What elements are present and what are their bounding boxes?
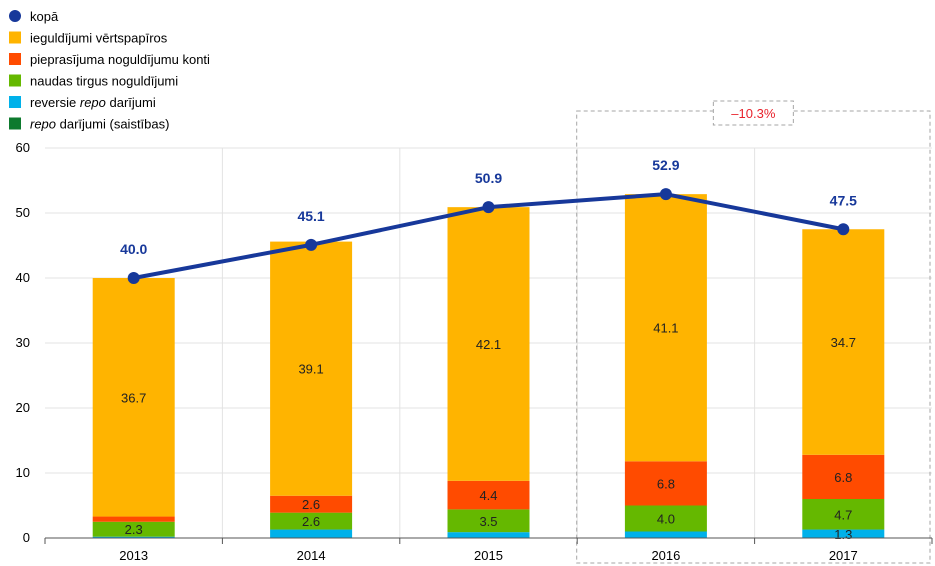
bar-segment (270, 529, 353, 538)
bar-segment (270, 495, 353, 513)
total-point (837, 223, 850, 236)
bar-segment (447, 532, 530, 538)
bar-segment (447, 480, 530, 510)
axes: 0 10 20 30 40 50 60 2013 2014 2015 2016 2017 (16, 140, 933, 563)
bar-segment (92, 516, 175, 522)
bar-segment (92, 521, 175, 537)
y-tick-label: 0 (23, 530, 30, 545)
segment-value-label: 1.3 (834, 527, 852, 542)
callout-label-box (712, 100, 794, 126)
total-value-label: 45.1 (297, 208, 324, 224)
segment-value-label: 6.8 (657, 476, 675, 491)
segment-value-label: 41.1 (653, 321, 678, 336)
bar-segment (802, 229, 885, 455)
legend-marker (9, 10, 21, 22)
segment-value-label: 42.1 (476, 337, 501, 352)
y-tick-label: 60 (16, 140, 30, 155)
segment-value-label: 4.7 (834, 507, 852, 522)
legend-marker (9, 96, 21, 108)
total-point (482, 201, 495, 214)
x-tick-label: 2013 (119, 548, 148, 563)
callout-box: –10.3% (576, 100, 931, 564)
bar-segment (92, 536, 175, 538)
legend-label: naudas tirgus noguldījumi (30, 74, 178, 89)
legend-label: repo darījumi (saistības) (30, 117, 169, 132)
y-tick-label: 50 (16, 205, 30, 220)
total-point (305, 238, 318, 251)
bar-segment (270, 512, 353, 530)
legend-label: pieprasījuma noguldījumu konti (30, 52, 210, 67)
segment-value-label: 4.0 (657, 512, 675, 527)
total-point (659, 188, 672, 201)
y-tick-label: 20 (16, 400, 30, 415)
bar-segment (447, 207, 530, 481)
bar-segment (802, 529, 885, 538)
legend-marker (9, 53, 21, 65)
x-tick-label: 2015 (474, 548, 503, 563)
segment-value-label: 4.4 (479, 488, 497, 503)
y-tick-label: 30 (16, 335, 30, 350)
bar-segment (270, 241, 353, 496)
segment-value-label: 3.5 (479, 514, 497, 529)
segment-value-label: 2.6 (302, 514, 320, 529)
segment-value-label: 34.7 (831, 335, 856, 350)
segment-value-label: 2.6 (302, 497, 320, 512)
legend-marker (9, 117, 21, 130)
legend-label: kopā (30, 9, 59, 24)
callout-text: –10.3% (731, 106, 776, 121)
y-tick-label: 10 (16, 465, 30, 480)
total-value-label: 40.0 (120, 241, 147, 257)
total-value-label: 47.5 (830, 192, 857, 208)
total-value-label: 52.9 (652, 157, 679, 173)
bar-segment (624, 461, 707, 506)
bar-segment (802, 499, 885, 530)
total-line: 40.0 45.1 50.9 52.9 47.5 (120, 157, 857, 284)
legend-label: ieguldījumi vērtspapīros (30, 31, 168, 46)
legend-marker (9, 74, 21, 87)
segment-value-label: 6.8 (834, 470, 852, 485)
bar-segment (624, 505, 707, 532)
segment-value-label: 36.7 (121, 390, 146, 405)
legend-marker (9, 31, 21, 44)
bar-segment (447, 509, 530, 533)
legend: kopā ieguldījumi vērtspapīros pieprasījuma… (9, 9, 210, 132)
x-tick-label: 2014 (297, 548, 326, 563)
bar-segment (624, 531, 707, 538)
segment-value-label: 2.3 (125, 522, 143, 537)
bar-segment (92, 278, 175, 517)
segment-value-label: 39.1 (298, 362, 323, 377)
segment-labels: 2.3 36.7 2.6 2.6 39.1 3.5 4.4 42.1 4.0 6.8 41.1 1.3… (121, 321, 856, 542)
x-tick-label: 2016 (651, 548, 680, 563)
bar-segment (802, 454, 885, 499)
legend-label: reversie repo darījumi (30, 95, 156, 110)
bars (92, 194, 885, 538)
total-value-label: 50.9 (475, 170, 502, 186)
bar-segment (624, 194, 707, 462)
y-tick-label: 40 (16, 270, 30, 285)
total-point (127, 272, 140, 284)
x-tick-label: 2017 (829, 548, 858, 563)
